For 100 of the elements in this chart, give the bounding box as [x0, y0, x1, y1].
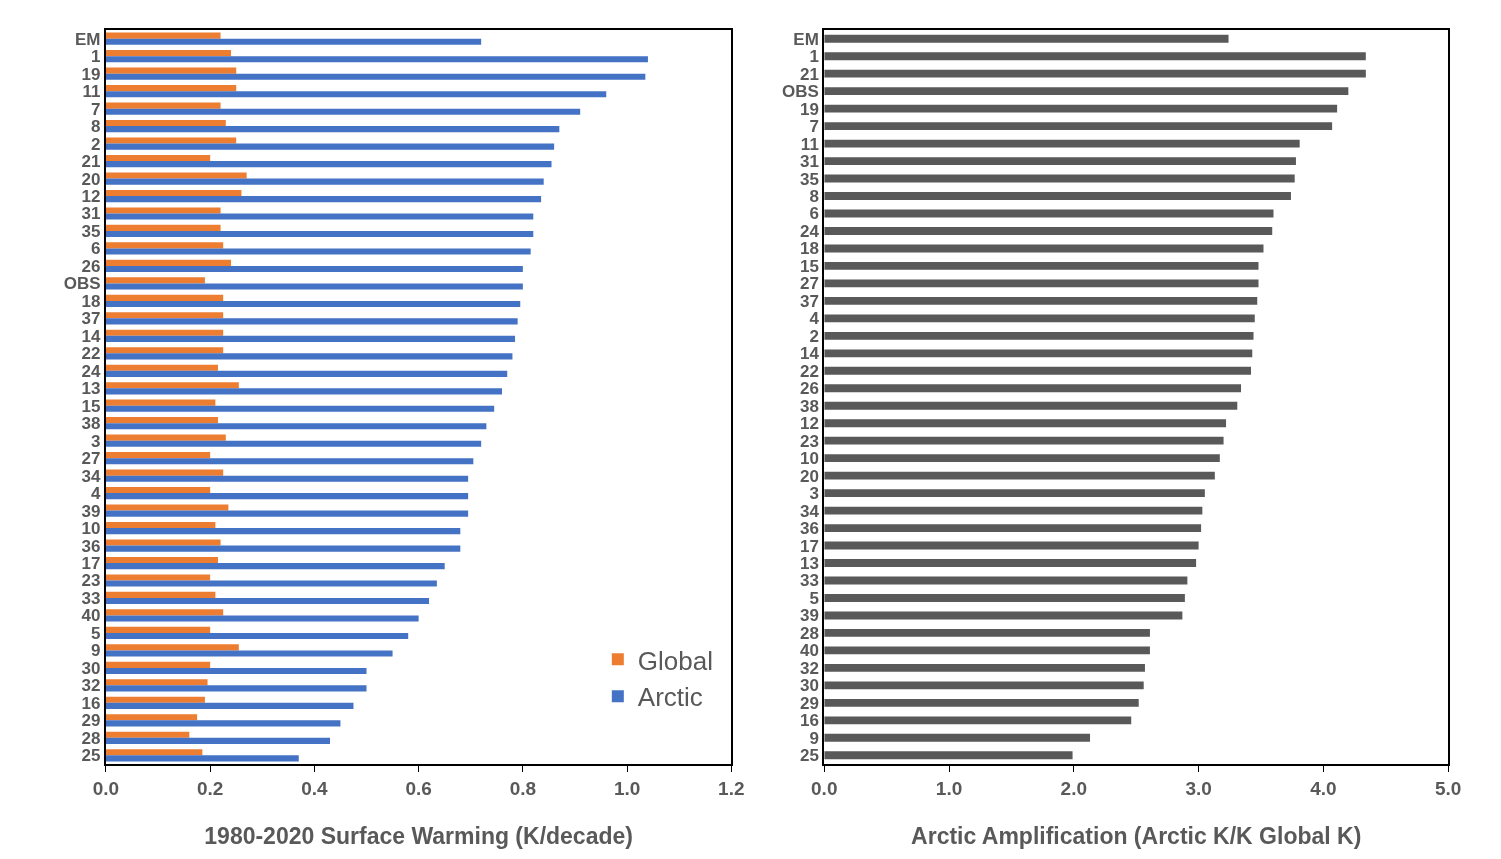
bar: [105, 563, 445, 570]
bar: [824, 594, 1185, 602]
y-tick-label: 22: [81, 344, 101, 364]
y-tick-label: 15: [81, 396, 101, 416]
y-tick-label: 31: [799, 152, 819, 172]
bar: [105, 91, 607, 98]
y-tick-label: 12: [81, 186, 101, 206]
bar: [105, 207, 221, 214]
bar: [105, 720, 341, 727]
y-tick-label: 3: [91, 431, 101, 451]
y-tick-label: 23: [81, 571, 101, 591]
y-tick-label: 38: [799, 396, 819, 416]
y-tick-label: 27: [81, 449, 101, 469]
bar: [824, 436, 1224, 445]
y-tick-label: 8: [91, 117, 101, 137]
bar: [105, 440, 482, 447]
y-tick-label: 11: [800, 134, 819, 154]
y-tick-label: 35: [799, 169, 819, 189]
y-tick-label: 40: [799, 641, 819, 661]
y-tick-label: 13: [799, 553, 819, 573]
y-tick-label: 15: [799, 256, 819, 276]
y-tick-label: 40: [81, 606, 101, 626]
x-axis-title: Arctic Amplification (Arctic K/K Global K): [911, 822, 1362, 849]
y-tick-label: 36: [799, 519, 819, 539]
bar: [824, 279, 1259, 288]
y-tick-label: 6: [809, 204, 819, 224]
y-tick-label: 16: [799, 711, 819, 731]
legend-label: Arctic: [637, 682, 703, 713]
bar: [105, 661, 211, 668]
y-tick-label: 16: [81, 693, 101, 713]
legend-label: Global: [637, 645, 713, 676]
bar: [105, 178, 544, 185]
bar: [105, 196, 542, 203]
bar: [105, 528, 461, 535]
bar: [824, 471, 1215, 480]
x-tick-label: 2.0: [1060, 777, 1088, 799]
y-tick-label: 22: [799, 361, 819, 381]
y-tick-label: 29: [799, 693, 819, 713]
y-tick-label: 7: [91, 99, 101, 119]
y-tick-label: 12: [799, 414, 819, 434]
bar: [105, 189, 242, 197]
bar: [105, 347, 224, 354]
y-tick-label: 36: [81, 536, 101, 556]
bar: [105, 248, 531, 255]
y-tick-label: 33: [799, 571, 819, 591]
y-tick-label: 34: [81, 466, 102, 486]
y-tick-label: EM: [75, 29, 101, 49]
y-tick-label: 10: [81, 519, 101, 539]
bar: [824, 401, 1238, 410]
bar: [105, 283, 523, 290]
bar: [105, 591, 216, 598]
bar: [105, 405, 495, 412]
bar: [105, 102, 221, 109]
bar: [824, 489, 1205, 498]
bar: [105, 85, 237, 92]
bar: [105, 370, 508, 377]
y-tick-label: 19: [799, 99, 819, 119]
y-tick-label: 21: [81, 152, 101, 172]
bar: [105, 632, 409, 640]
bar: [824, 681, 1144, 690]
bar: [105, 224, 221, 231]
y-tick-label: 3: [809, 484, 819, 504]
bar: [105, 609, 224, 616]
x-tick-label: 1.0: [935, 777, 963, 799]
y-tick-label: 18: [81, 291, 101, 311]
bar: [105, 475, 469, 482]
bar: [105, 172, 247, 179]
x-tick-label: 0.0: [811, 777, 838, 799]
bar: [105, 423, 487, 430]
bar: [824, 366, 1252, 375]
bar: [105, 382, 239, 389]
bar: [824, 629, 1150, 637]
bar: [824, 698, 1139, 707]
bar: [824, 524, 1202, 532]
bar: [105, 679, 208, 686]
bar: [105, 300, 521, 307]
y-tick-label: 13: [81, 379, 101, 399]
x-tick-label: 1.2: [718, 777, 745, 799]
bar: [105, 73, 646, 80]
bar: [105, 56, 648, 63]
y-tick-label: 4: [809, 309, 820, 329]
bar: [105, 667, 367, 674]
bar: [105, 265, 523, 273]
bar: [824, 296, 1258, 305]
y-tick-label: 38: [81, 414, 101, 434]
bar: [824, 314, 1255, 323]
y-tick-label: 27: [799, 274, 819, 294]
y-tick-label: 14: [81, 326, 102, 346]
y-tick-label: 28: [799, 623, 819, 643]
y-tick-label: 32: [81, 676, 101, 696]
bar: [105, 329, 224, 336]
bar: [105, 458, 474, 465]
y-tick-label: 2: [809, 326, 819, 346]
bar: [824, 384, 1242, 393]
bar: [824, 69, 1366, 78]
bar: [105, 213, 534, 220]
bar: [105, 143, 555, 150]
bar: [824, 751, 1073, 760]
bar: [105, 696, 205, 703]
bar: [105, 108, 581, 115]
